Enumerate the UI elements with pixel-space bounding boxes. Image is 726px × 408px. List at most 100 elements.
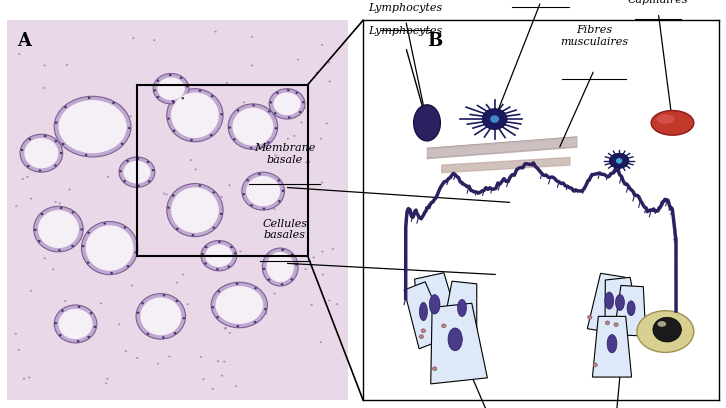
Ellipse shape	[58, 249, 61, 251]
Ellipse shape	[327, 62, 330, 63]
Ellipse shape	[71, 245, 74, 247]
Ellipse shape	[305, 162, 308, 163]
Ellipse shape	[311, 304, 313, 306]
Ellipse shape	[290, 254, 293, 256]
Ellipse shape	[414, 105, 441, 141]
Ellipse shape	[236, 283, 238, 285]
Ellipse shape	[59, 334, 62, 336]
Ellipse shape	[59, 202, 61, 204]
Ellipse shape	[653, 317, 682, 342]
Ellipse shape	[224, 328, 227, 330]
Ellipse shape	[657, 321, 666, 327]
Ellipse shape	[60, 207, 62, 209]
Ellipse shape	[421, 329, 425, 333]
Ellipse shape	[150, 310, 152, 312]
Ellipse shape	[262, 248, 298, 286]
Ellipse shape	[280, 189, 283, 191]
Ellipse shape	[213, 191, 215, 193]
Ellipse shape	[182, 317, 185, 319]
Ellipse shape	[141, 302, 144, 304]
Polygon shape	[613, 286, 646, 336]
Ellipse shape	[187, 303, 189, 305]
Ellipse shape	[136, 157, 139, 160]
Ellipse shape	[148, 180, 150, 182]
Ellipse shape	[205, 246, 208, 248]
Ellipse shape	[201, 253, 204, 255]
Ellipse shape	[587, 315, 592, 319]
Ellipse shape	[147, 333, 150, 335]
Ellipse shape	[44, 64, 46, 67]
Ellipse shape	[192, 234, 195, 236]
Ellipse shape	[220, 113, 223, 115]
Ellipse shape	[265, 313, 267, 315]
Ellipse shape	[223, 361, 226, 363]
Ellipse shape	[147, 328, 150, 330]
Ellipse shape	[171, 93, 219, 138]
Ellipse shape	[167, 184, 223, 237]
Polygon shape	[587, 273, 625, 335]
Ellipse shape	[136, 357, 139, 359]
Ellipse shape	[157, 96, 160, 98]
Ellipse shape	[136, 294, 186, 339]
Ellipse shape	[119, 157, 155, 187]
Ellipse shape	[593, 363, 597, 367]
Ellipse shape	[267, 141, 270, 144]
Ellipse shape	[230, 246, 233, 248]
Ellipse shape	[218, 290, 220, 293]
Ellipse shape	[20, 149, 23, 151]
Text: Lymphocytes: Lymphocytes	[369, 3, 443, 13]
Ellipse shape	[157, 80, 159, 82]
Ellipse shape	[616, 158, 622, 164]
Ellipse shape	[441, 324, 446, 328]
Ellipse shape	[20, 134, 62, 172]
Ellipse shape	[269, 89, 305, 119]
Ellipse shape	[229, 289, 232, 291]
Text: B: B	[427, 32, 442, 50]
Ellipse shape	[28, 138, 31, 140]
Ellipse shape	[123, 226, 126, 228]
Ellipse shape	[217, 360, 219, 362]
Ellipse shape	[195, 169, 197, 171]
Ellipse shape	[163, 193, 166, 195]
Ellipse shape	[242, 193, 245, 195]
Ellipse shape	[326, 122, 328, 124]
Ellipse shape	[128, 127, 131, 129]
Ellipse shape	[176, 228, 179, 230]
Ellipse shape	[232, 108, 274, 146]
Ellipse shape	[136, 163, 138, 165]
Ellipse shape	[651, 111, 694, 135]
Ellipse shape	[229, 126, 231, 129]
Ellipse shape	[216, 316, 219, 318]
Ellipse shape	[429, 295, 440, 314]
Ellipse shape	[166, 194, 168, 195]
Ellipse shape	[607, 335, 617, 353]
Ellipse shape	[274, 112, 277, 114]
Ellipse shape	[167, 206, 170, 209]
Polygon shape	[441, 281, 477, 341]
Ellipse shape	[246, 305, 248, 307]
Ellipse shape	[64, 106, 67, 108]
Ellipse shape	[216, 268, 219, 271]
Ellipse shape	[172, 101, 175, 103]
Ellipse shape	[30, 290, 32, 292]
Ellipse shape	[250, 204, 253, 206]
Ellipse shape	[213, 208, 215, 210]
Ellipse shape	[193, 131, 195, 133]
Polygon shape	[404, 282, 449, 349]
Ellipse shape	[119, 170, 122, 172]
Ellipse shape	[218, 241, 221, 243]
Ellipse shape	[281, 283, 283, 286]
Ellipse shape	[419, 335, 423, 339]
Ellipse shape	[86, 262, 89, 264]
Ellipse shape	[656, 114, 674, 124]
Ellipse shape	[66, 64, 68, 66]
Ellipse shape	[24, 138, 58, 169]
Text: Cellules
basales: Cellules basales	[262, 219, 307, 240]
Ellipse shape	[171, 187, 219, 233]
Polygon shape	[592, 316, 632, 377]
Text: Capillaires: Capillaires	[628, 0, 688, 5]
Ellipse shape	[211, 388, 214, 390]
Ellipse shape	[182, 97, 184, 99]
Ellipse shape	[126, 265, 129, 267]
Ellipse shape	[233, 114, 235, 116]
